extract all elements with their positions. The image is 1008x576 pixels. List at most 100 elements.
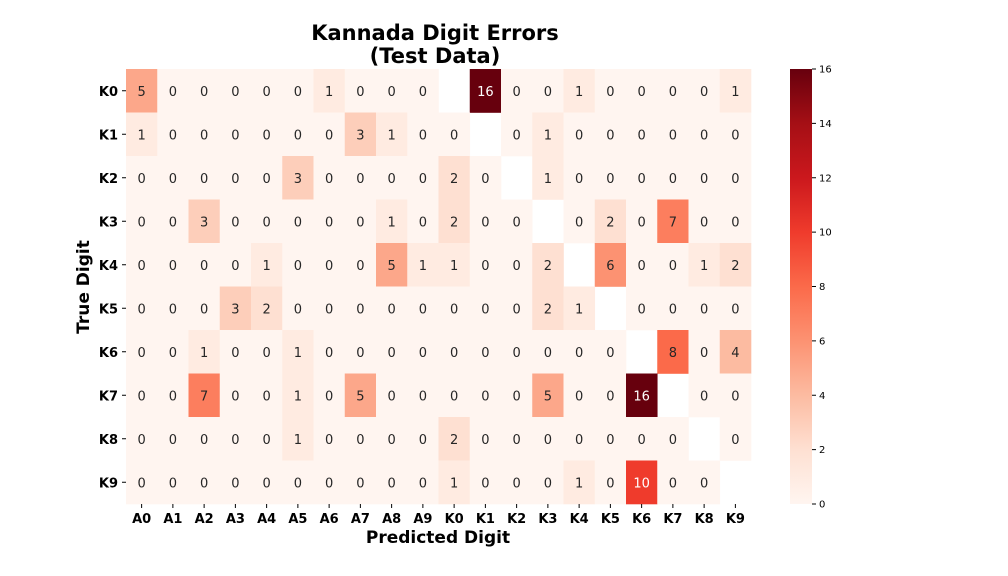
heatmap-cell: [594, 460, 627, 505]
cell-value-label: 0: [512, 389, 520, 404]
heatmap-cell: [157, 243, 189, 287]
heatmap-cell: [719, 373, 752, 418]
cell-value-label: 1: [450, 476, 458, 491]
heatmap-cell: [532, 156, 564, 200]
heatmap-cell: [344, 69, 377, 113]
heatmap-cell: [594, 330, 627, 374]
cell-value-label: 0: [169, 433, 177, 448]
cell-value-label: 0: [200, 302, 208, 317]
heatmap-cell: [282, 460, 314, 505]
heatmap-cell: [251, 330, 283, 374]
cell-value-label: 0: [606, 128, 614, 143]
cell-value-label: 0: [637, 259, 645, 274]
heatmap-cell: [282, 199, 314, 244]
heatmap-cell: [407, 69, 439, 113]
cell-value-label: 2: [606, 215, 614, 230]
x-tick-label: K2: [507, 512, 526, 527]
heatmap-cell: [344, 330, 377, 374]
cell-value-label: 0: [294, 215, 302, 230]
cell-value-label: 16: [477, 85, 494, 100]
heatmap-cell: [251, 373, 283, 418]
cell-value-label: 1: [575, 302, 583, 317]
heatmap-cell: [688, 69, 721, 113]
cell-value-label: 1: [387, 215, 395, 230]
cell-value-label: 0: [731, 172, 739, 187]
cell-value-label: 0: [137, 172, 145, 187]
heatmap-cell: [594, 199, 627, 244]
cell-value-label: 0: [669, 128, 677, 143]
cell-value-label: 0: [575, 215, 583, 230]
cell-value-label: 0: [294, 476, 302, 491]
heatmap-cell: [282, 373, 314, 418]
heatmap-cell: [501, 286, 533, 331]
heatmap-cell: [407, 330, 439, 374]
x-tick-label: K1: [476, 512, 495, 527]
x-tick-label: A4: [257, 512, 276, 527]
heatmap-cell: [657, 460, 689, 505]
cell-value-label: 0: [419, 302, 427, 317]
cell-value-label: 0: [200, 172, 208, 187]
heatmap-cell: [563, 460, 596, 505]
y-tick-label: K9: [99, 476, 118, 491]
cell-value-label: 0: [231, 389, 239, 404]
cell-value-label: 0: [262, 85, 270, 100]
heatmap-cell: [376, 286, 408, 331]
cell-value-label: 0: [512, 346, 520, 361]
heatmap-cell: [719, 112, 752, 157]
heatmap-cell: [251, 243, 283, 287]
x-tick-label: K5: [601, 512, 620, 527]
cell-value-label: 0: [356, 215, 364, 230]
heatmap-cell: [313, 199, 346, 244]
cell-value-label: 0: [481, 172, 489, 187]
heatmap-cell: [251, 199, 283, 244]
heatmap-cell: [376, 112, 408, 157]
y-tick-label: K1: [99, 128, 118, 143]
heatmap-cell: [313, 286, 346, 331]
y-tick-label: K0: [99, 85, 118, 100]
heatmap-cell: [188, 112, 221, 157]
cell-value-label: 1: [544, 172, 552, 187]
cell-value-label: 2: [544, 302, 552, 317]
y-tick-label: K2: [99, 172, 118, 187]
cell-value-label: 1: [700, 259, 708, 274]
heatmap-cell: [563, 199, 596, 244]
heatmap-cell: [532, 69, 564, 113]
cell-value-label: 0: [419, 172, 427, 187]
cell-value-label: 2: [262, 302, 270, 317]
heatmap-cell: [501, 460, 533, 505]
heatmap-cell: [657, 112, 689, 157]
cell-value-label: 0: [575, 128, 583, 143]
heatmap-cell: [688, 112, 721, 157]
heatmap-cell: [219, 199, 252, 244]
cell-value-label: 0: [169, 302, 177, 317]
heatmap-cell: [626, 69, 658, 113]
cell-value-label: 0: [731, 302, 739, 317]
cell-value-label: 0: [419, 476, 427, 491]
heatmap-cell: [688, 373, 721, 418]
cell-value-label: 0: [700, 346, 708, 361]
cell-value-label: 0: [325, 389, 333, 404]
y-tick-label: K3: [99, 215, 118, 230]
heatmap-cell: [563, 156, 596, 200]
heatmap-cell: [188, 69, 221, 113]
heatmap-cell: [219, 69, 252, 113]
heatmap-cell: [657, 69, 689, 113]
cell-value-label: 2: [731, 259, 739, 274]
heatmap-cell: [282, 69, 314, 113]
heatmap-cell: [469, 156, 502, 200]
cell-value-label: 0: [169, 85, 177, 100]
heatmap-cell: [344, 112, 377, 157]
heatmap-cell: [626, 417, 658, 461]
heatmap-cell: [469, 460, 502, 505]
cell-value-label: 0: [700, 389, 708, 404]
cell-value-label: 0: [294, 302, 302, 317]
cell-value-label: 0: [169, 259, 177, 274]
heatmap-cell: [532, 417, 564, 461]
cell-value-label: 0: [325, 259, 333, 274]
heatmap-cell: [501, 199, 533, 244]
cell-value-label: 0: [169, 346, 177, 361]
cell-value-label: 1: [262, 259, 270, 274]
cell-value-label: 0: [169, 128, 177, 143]
heatmap-cell: [344, 156, 377, 200]
cell-value-label: 0: [200, 433, 208, 448]
